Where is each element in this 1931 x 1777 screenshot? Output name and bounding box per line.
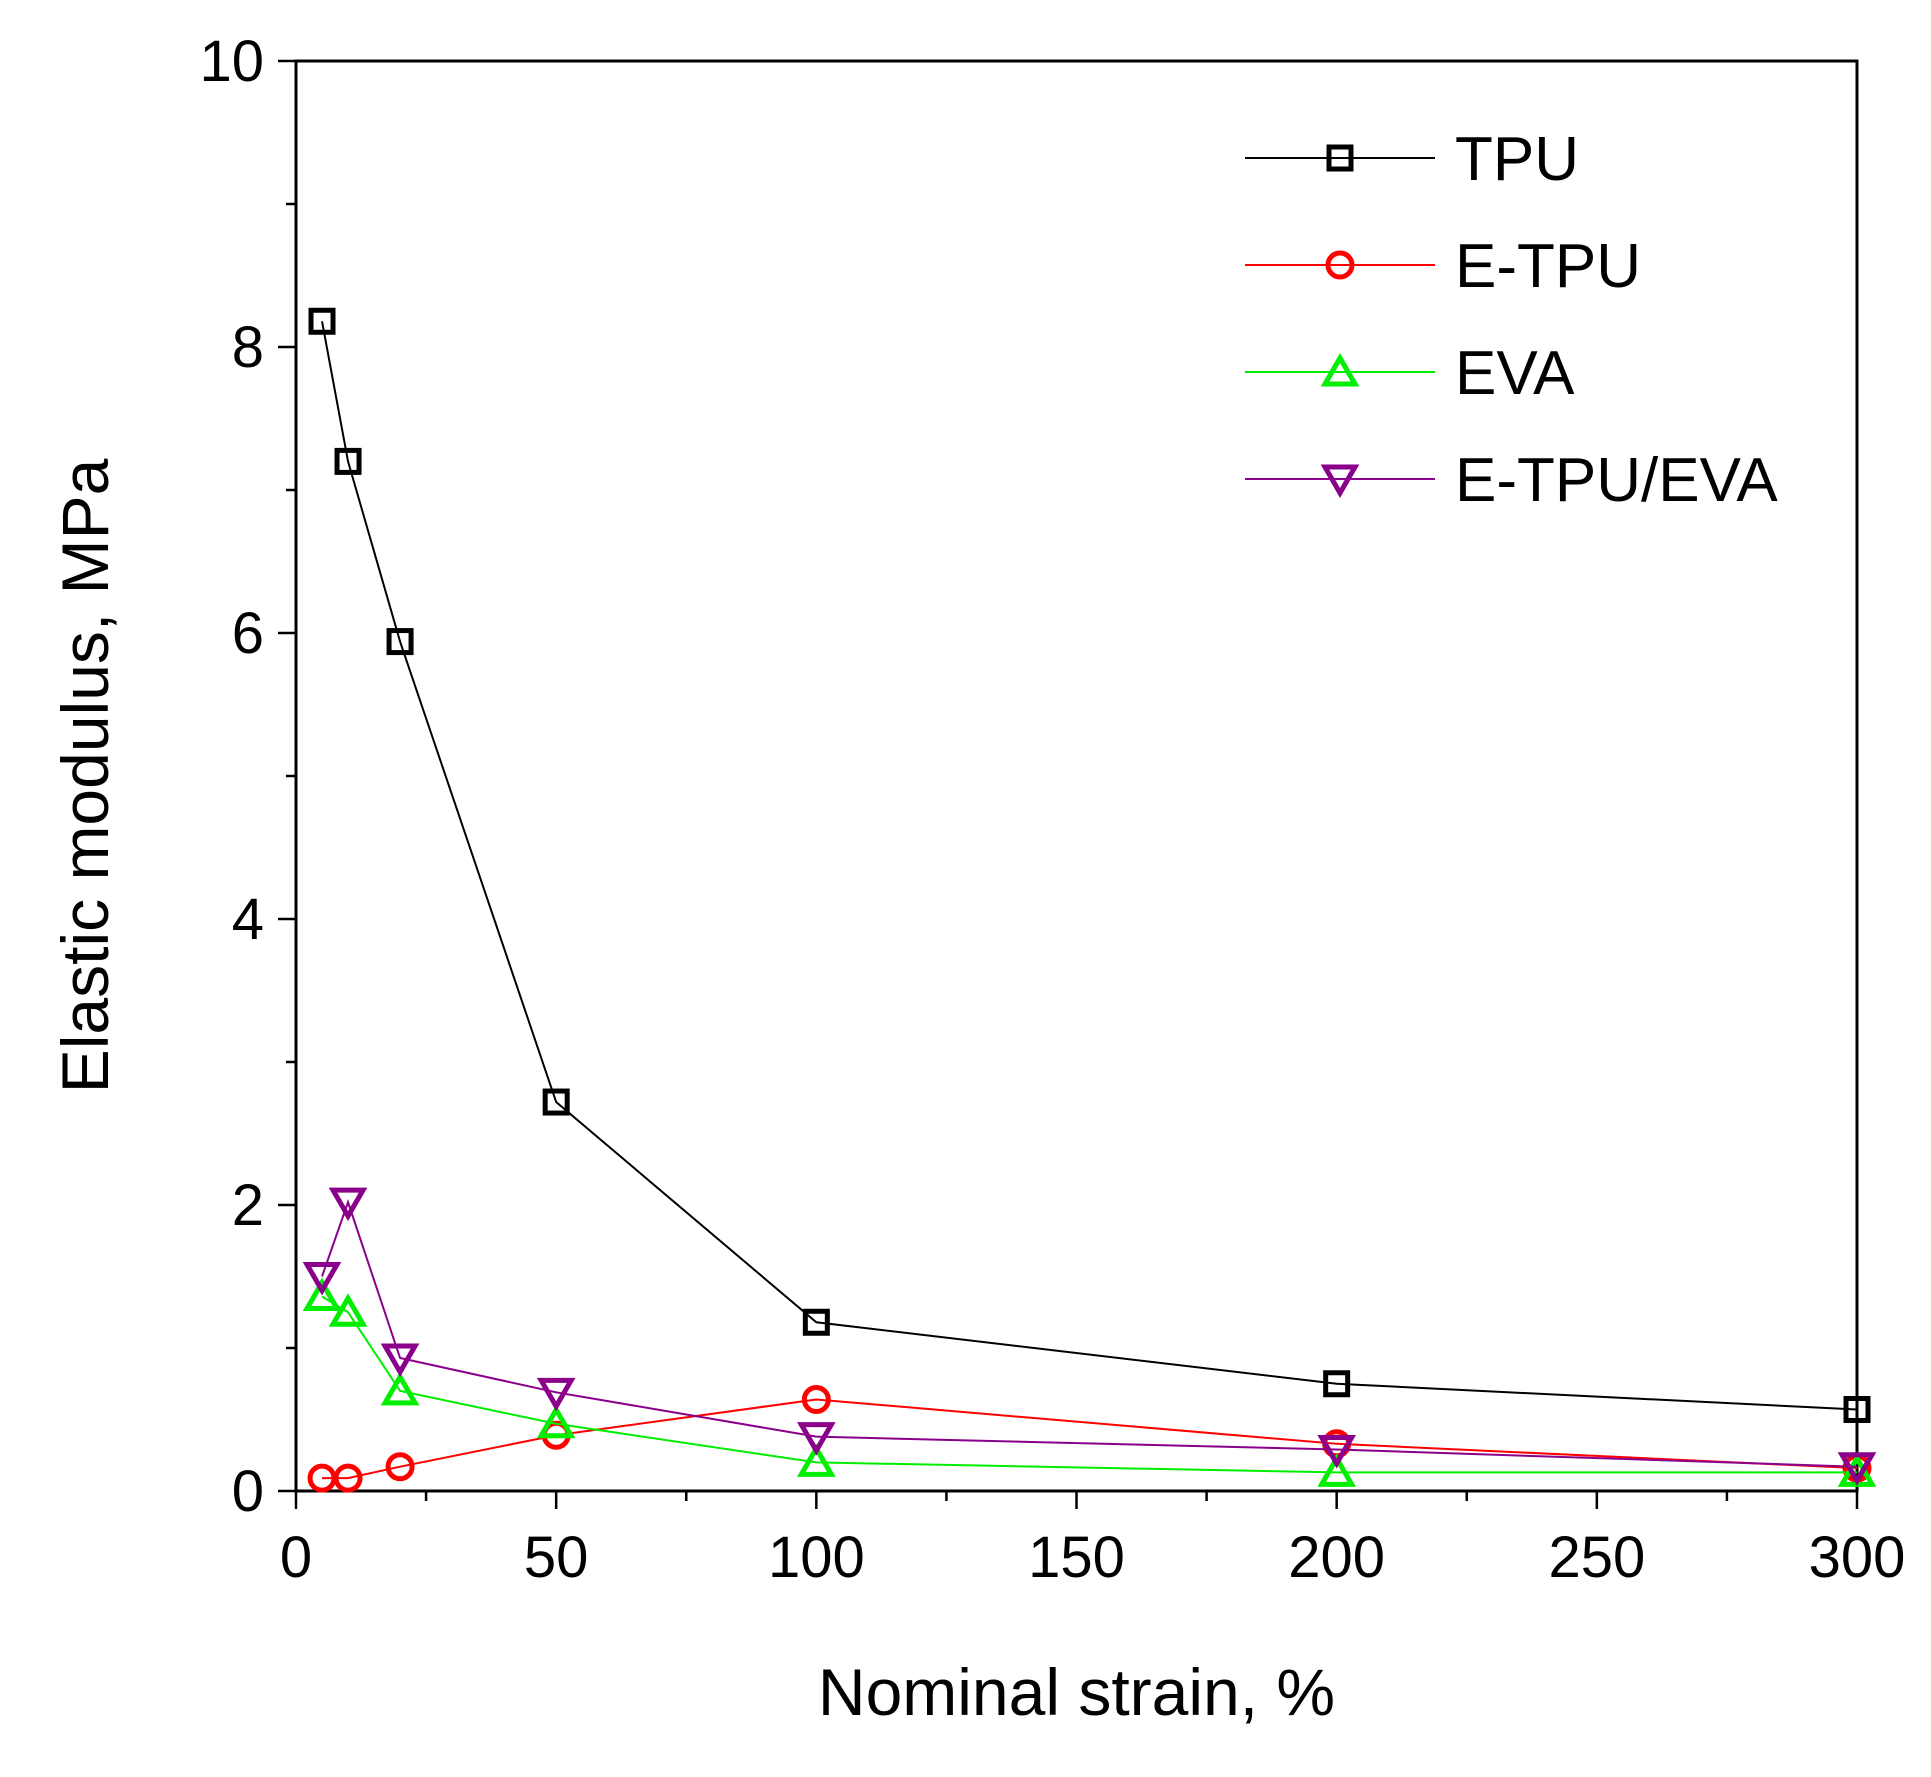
legend-entry: TPU [1245, 125, 1579, 194]
data-point [797, 1422, 836, 1456]
y-tick-label: 2 [232, 1173, 264, 1238]
data-point [1837, 1452, 1877, 1486]
legend-entry: EVA [1245, 339, 1575, 408]
data-point [328, 1293, 368, 1327]
x-tick-label: 50 [524, 1525, 589, 1590]
data-point [1317, 1453, 1356, 1487]
data-point [334, 447, 362, 475]
legend-entry: E-TPU/EVA [1245, 446, 1778, 515]
data-point [385, 1452, 415, 1482]
legend-entry: E-TPU [1245, 232, 1641, 301]
data-point [328, 1187, 368, 1222]
ticks: 0 50 100 150 200 250 300 0 2 4 6 8 10 [199, 29, 1905, 1590]
data-point [302, 1262, 342, 1296]
legend-marker [1325, 250, 1355, 280]
legend-marker [1326, 144, 1354, 172]
data-point [308, 307, 336, 335]
legend: TPU E-TPU EVA E-TPU/EVA [1245, 125, 1778, 515]
legend-label: TPU [1455, 125, 1579, 194]
data-point [1843, 1395, 1871, 1423]
series-e-tpu-eva [302, 1187, 1877, 1486]
data-point [536, 1404, 576, 1439]
data-point [536, 1377, 576, 1412]
y-axis-title: Elastic modulus, MPa [48, 458, 122, 1093]
legend-label: E-TPU [1455, 232, 1641, 301]
legend-marker [1320, 352, 1360, 387]
y-tick-label: 8 [232, 315, 264, 380]
series-tpu [308, 307, 1871, 1423]
x-tick-label: 200 [1288, 1525, 1385, 1590]
y-tick-label: 4 [232, 887, 264, 952]
data-point [386, 628, 414, 656]
y-tick-label: 10 [199, 29, 264, 94]
data-point [380, 1343, 420, 1378]
data-point [333, 1463, 363, 1493]
legend-label: E-TPU/EVA [1455, 446, 1778, 515]
series-layer [302, 307, 1877, 1493]
x-tick-label: 250 [1548, 1525, 1645, 1590]
x-tick-label: 300 [1809, 1525, 1906, 1590]
legend-label: EVA [1455, 339, 1575, 408]
data-point [1317, 1435, 1356, 1469]
data-point [380, 1371, 420, 1406]
data-point [797, 1443, 836, 1477]
y-tick-label: 6 [232, 601, 264, 666]
data-point [542, 1088, 570, 1116]
series-line [321, 321, 1858, 1411]
x-tick-label: 100 [768, 1525, 865, 1590]
series-line [322, 1398, 1858, 1480]
y-tick-label: 0 [232, 1459, 264, 1524]
series-line [321, 1199, 1858, 1468]
series-line [321, 1295, 1857, 1474]
legend-marker [1320, 464, 1360, 499]
x-tick-label: 0 [280, 1525, 312, 1590]
series-e-tpu [307, 1384, 1872, 1493]
x-axis-title: Nominal strain, % [818, 1655, 1335, 1729]
data-point [1323, 1370, 1351, 1398]
data-point [802, 1308, 830, 1336]
data-point [801, 1384, 831, 1414]
x-tick-label: 150 [1028, 1525, 1125, 1590]
data-point [302, 1277, 342, 1312]
